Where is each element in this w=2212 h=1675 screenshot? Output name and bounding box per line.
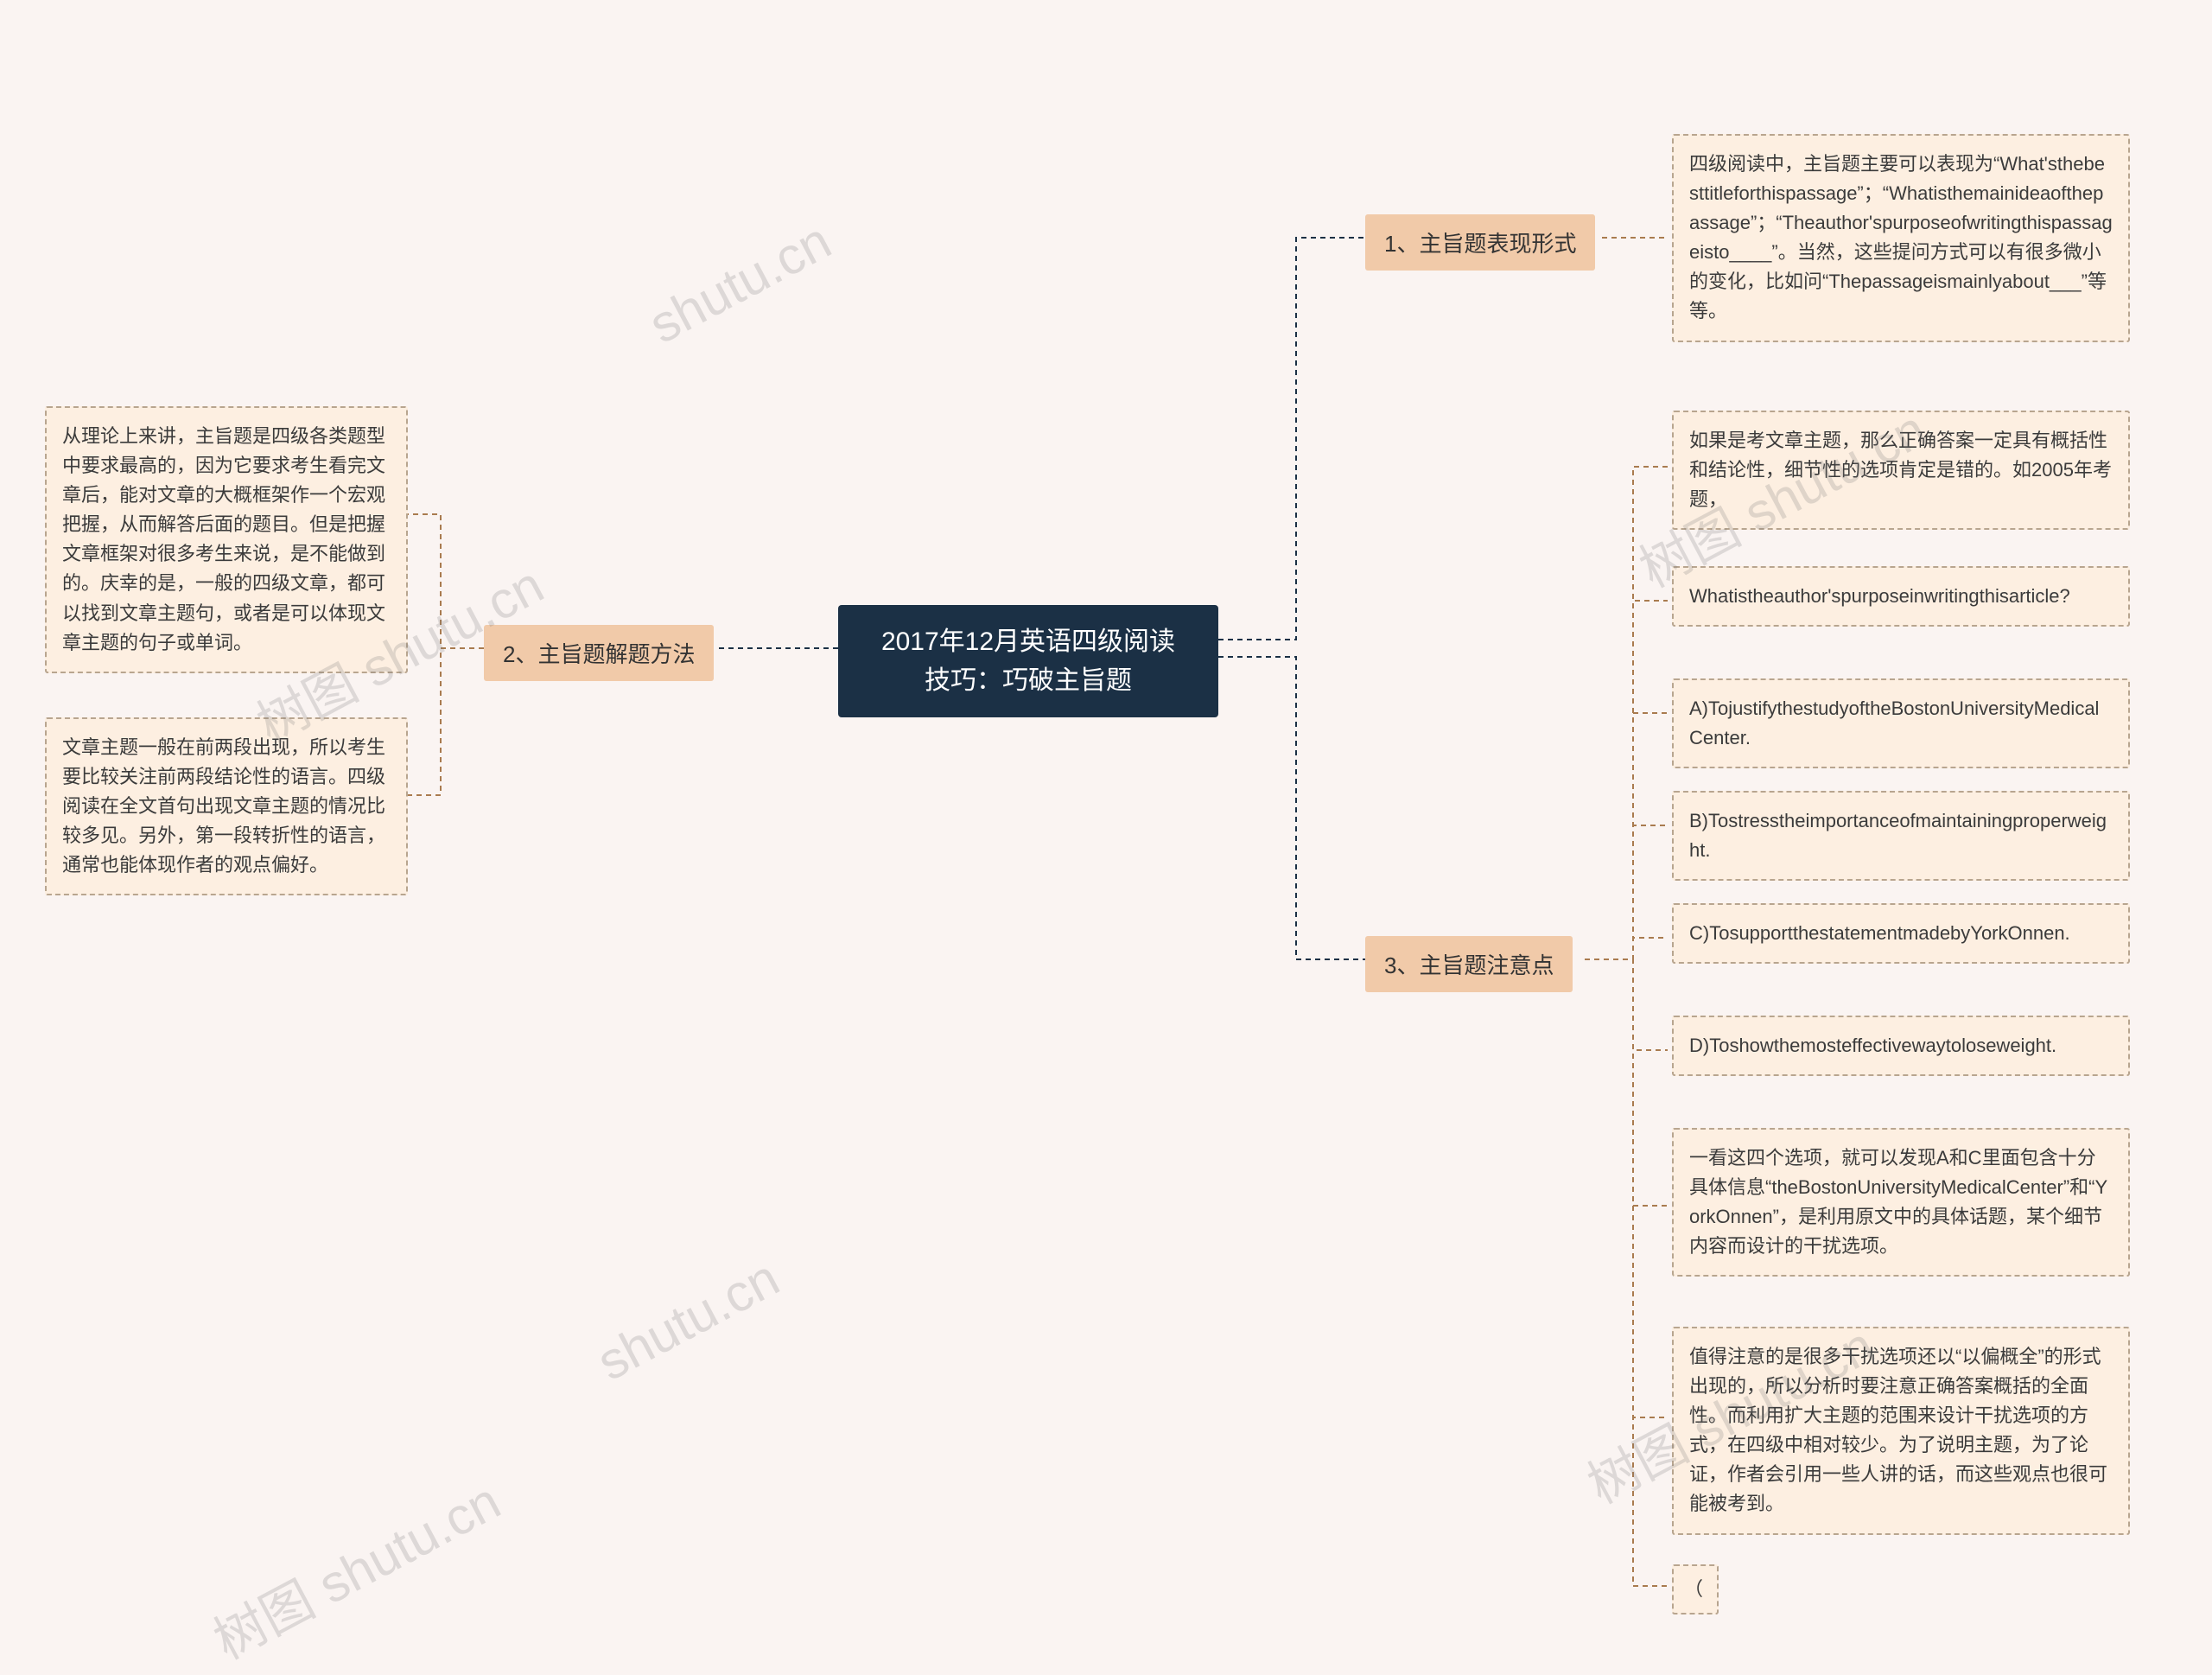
branch-2-label: 2、主旨题解题方法 xyxy=(503,641,695,667)
leaf-b3-3-text: A)TojustifythestudyoftheBostonUniversity… xyxy=(1689,697,2099,748)
leaf-b2-2-text: 文章主题一般在前两段出现，所以考生要比较关注前两段结论性的语言。四级阅读在全文首… xyxy=(62,736,385,876)
center-title-line1: 2017年12月英语四级阅读 xyxy=(881,627,1175,656)
leaf-b2-1-text: 从理论上来讲，主旨题是四级各类题型中要求最高的，因为它要求考生看完文章后，能对文… xyxy=(62,425,385,653)
leaf-b3-6-text: D)Toshowthemosteffectivewaytoloseweight. xyxy=(1689,1035,2056,1056)
leaf-b3-1[interactable]: 如果是考文章主题，那么正确答案一定具有概括性和结论性，细节性的选项肯定是错的。如… xyxy=(1672,411,2130,530)
leaf-b3-9[interactable]: （ xyxy=(1672,1564,1719,1614)
leaf-b2-1[interactable]: 从理论上来讲，主旨题是四级各类题型中要求最高的，因为它要求考生看完文章后，能对文… xyxy=(45,406,408,673)
leaf-b3-5-text: C)TosupportthestatementmadebyYorkOnnen. xyxy=(1689,922,2070,944)
leaf-b3-8-text: 值得注意的是很多干扰选项还以“以偏概全”的形式出现的，所以分析时要注意正确答案概… xyxy=(1689,1346,2107,1514)
leaf-b3-1-text: 如果是考文章主题，那么正确答案一定具有概括性和结论性，细节性的选项肯定是错的。如… xyxy=(1689,430,2112,510)
watermark: 树图 shutu.cn xyxy=(199,1460,512,1673)
leaf-b1-1-text: 四级阅读中，主旨题主要可以表现为“What'sthebesttitleforth… xyxy=(1689,153,2113,322)
leaf-b3-7-text: 一看这四个选项，就可以发现A和C里面包含十分具体信息“theBostonUniv… xyxy=(1689,1147,2107,1257)
leaf-b3-3[interactable]: A)TojustifythestudyoftheBostonUniversity… xyxy=(1672,678,2130,768)
branch-1[interactable]: 1、主旨题表现形式 xyxy=(1365,214,1595,271)
branch-3[interactable]: 3、主旨题注意点 xyxy=(1365,936,1573,992)
leaf-b2-2[interactable]: 文章主题一般在前两段出现，所以考生要比较关注前两段结论性的语言。四级阅读在全文首… xyxy=(45,717,408,895)
watermark: shutu.cn xyxy=(588,1248,789,1392)
leaf-b3-2-text: Whatistheauthor'spurposeinwritingthisart… xyxy=(1689,585,2070,607)
leaf-b1-1[interactable]: 四级阅读中，主旨题主要可以表现为“What'sthebesttitleforth… xyxy=(1672,134,2130,342)
leaf-b3-7[interactable]: 一看这四个选项，就可以发现A和C里面包含十分具体信息“theBostonUniv… xyxy=(1672,1128,2130,1277)
leaf-b3-6[interactable]: D)Toshowthemosteffectivewaytoloseweight. xyxy=(1672,1016,2130,1076)
leaf-b3-5[interactable]: C)TosupportthestatementmadebyYorkOnnen. xyxy=(1672,903,2130,964)
leaf-b3-9-text: （ xyxy=(1684,1578,1703,1600)
watermark: shutu.cn xyxy=(639,211,841,355)
leaf-b3-4[interactable]: B)Tostresstheimportanceofmaintainingprop… xyxy=(1672,791,2130,881)
leaf-b3-4-text: B)Tostresstheimportanceofmaintainingprop… xyxy=(1689,810,2107,861)
branch-1-label: 1、主旨题表现形式 xyxy=(1384,231,1576,257)
branch-3-label: 3、主旨题注意点 xyxy=(1384,952,1554,978)
leaf-b3-8[interactable]: 值得注意的是很多干扰选项还以“以偏概全”的形式出现的，所以分析时要注意正确答案概… xyxy=(1672,1327,2130,1535)
branch-2[interactable]: 2、主旨题解题方法 xyxy=(484,625,714,681)
center-title-line2: 技巧：巧破主旨题 xyxy=(925,666,1132,695)
leaf-b3-2[interactable]: Whatistheauthor'spurposeinwritingthisart… xyxy=(1672,566,2130,627)
center-node[interactable]: 2017年12月英语四级阅读 技巧：巧破主旨题 xyxy=(838,605,1218,717)
